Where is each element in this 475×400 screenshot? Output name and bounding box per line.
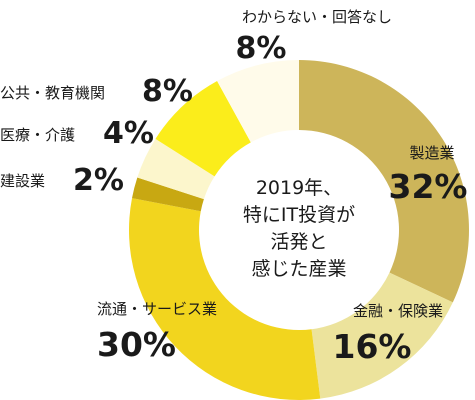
slice-label-manufacturing: 製造業 xyxy=(409,144,454,162)
slice-label-distribution-service: 流通・サービス業 xyxy=(97,300,217,318)
slice-value-finance-insurance: 16% xyxy=(333,327,412,366)
donut-slice xyxy=(155,81,251,177)
donut-slices xyxy=(128,60,469,400)
slice-label-finance-insurance: 金融・保険業 xyxy=(353,302,443,320)
center-line-4: 感じた産業 xyxy=(251,258,346,280)
slice-value-distribution-service: 30% xyxy=(97,325,176,364)
slice-value-public-education: 8% xyxy=(142,74,193,109)
slice-value-manufacturing: 32% xyxy=(389,167,468,206)
donut-slice xyxy=(132,177,204,212)
slice-label-public-education: 公共・教育機関 xyxy=(0,84,105,102)
donut-slice xyxy=(217,60,299,143)
center-line-3: 活発と xyxy=(270,231,327,253)
donut-slice xyxy=(137,138,215,200)
donut-slice xyxy=(299,60,469,303)
donut-slice xyxy=(128,198,321,400)
donut-slice xyxy=(311,272,453,399)
slice-value-unknown: 8% xyxy=(236,31,287,66)
slice-value-medical-care: 4% xyxy=(103,116,154,151)
slice-value-construction: 2% xyxy=(73,163,124,198)
slice-label-construction: 建設業 xyxy=(0,172,45,190)
center-line-2: 特にIT投資が xyxy=(243,204,355,226)
slice-label-medical-care: 医療・介護 xyxy=(0,126,75,144)
slice-label-unknown: わからない・回答なし xyxy=(242,8,392,26)
center-line-1: 2019年、 xyxy=(256,177,342,199)
